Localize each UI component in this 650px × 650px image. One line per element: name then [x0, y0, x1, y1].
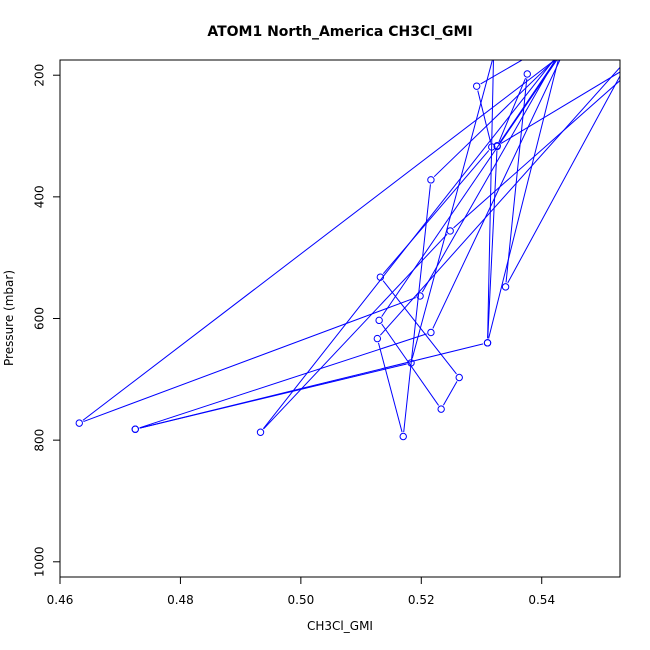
- series-line-segment: [505, 78, 528, 283]
- series-line-segment: [488, 60, 559, 339]
- x-tick-label: 0.46: [47, 593, 74, 607]
- data-point: [455, 373, 463, 382]
- data-point: [376, 273, 385, 281]
- y-axis: 200 400 600 800 1000: [33, 64, 61, 577]
- series-line-segment: [507, 75, 620, 284]
- x-tick-label: 0.52: [408, 593, 435, 607]
- series-line-segment: [139, 363, 407, 429]
- x-tick-label: 0.48: [167, 593, 194, 607]
- data-point: [131, 425, 139, 433]
- series-line-segment: [263, 233, 448, 430]
- series-line-segment: [477, 90, 492, 143]
- series-line-segment: [82, 60, 556, 421]
- data-point: [501, 283, 510, 291]
- series-line-segment: [453, 79, 620, 229]
- series-line-segment: [421, 60, 556, 293]
- series-line-segment: [432, 60, 561, 329]
- x-axis: 0.46 0.48 0.50 0.52 0.54: [47, 576, 555, 607]
- data-point: [483, 339, 492, 347]
- series-line-segment: [411, 60, 493, 359]
- data-point: [256, 428, 265, 436]
- y-tick-label: 800: [33, 429, 47, 452]
- data-point: [488, 143, 496, 151]
- series-line-segment: [500, 71, 620, 144]
- y-tick-label: 1000: [33, 547, 47, 578]
- series-line-segment: [499, 60, 557, 143]
- data-point: [375, 316, 383, 325]
- x-axis-label: CH3Cl_GMI: [307, 619, 373, 633]
- data-point: [407, 359, 415, 367]
- series-line-segment: [382, 150, 490, 275]
- data-point: [523, 70, 531, 78]
- series-line-segment: [498, 77, 527, 143]
- data-point: [75, 419, 83, 427]
- series-line-segment: [487, 60, 494, 339]
- series-line-segment: [262, 60, 555, 430]
- data-point: [399, 432, 407, 441]
- y-tick-label: 400: [33, 185, 47, 208]
- y-tick-label: 600: [33, 307, 47, 330]
- plot-area: [75, 60, 620, 441]
- series-line-segment: [487, 150, 498, 339]
- series-line-segment: [403, 184, 431, 433]
- series-points: [75, 70, 531, 441]
- series-line-segment: [433, 60, 556, 178]
- y-tick-label: 200: [33, 64, 47, 87]
- y-axis-label: Pressure (mbar): [2, 270, 16, 366]
- data-point: [373, 334, 382, 343]
- x-tick-label: 0.54: [528, 593, 555, 607]
- data-point: [427, 328, 435, 337]
- series-line-segment: [139, 333, 427, 429]
- chart-title: ATOM1 North_America CH3Cl_GMI: [207, 24, 472, 40]
- series-line-segment: [381, 323, 439, 406]
- data-point: [427, 176, 435, 184]
- data-point: [446, 227, 454, 235]
- series-lines: [82, 60, 620, 433]
- series-line-segment: [83, 297, 417, 423]
- series-line-segment: [378, 342, 403, 433]
- series-line-segment: [480, 60, 524, 85]
- x-tick-label: 0.50: [288, 593, 315, 607]
- data-point: [472, 82, 481, 90]
- series-line-segment: [381, 60, 558, 317]
- data-point: [437, 405, 445, 413]
- data-point: [416, 292, 424, 300]
- data-point: [493, 142, 501, 150]
- series-line-segment: [379, 66, 620, 336]
- series-line-segment: [442, 381, 458, 406]
